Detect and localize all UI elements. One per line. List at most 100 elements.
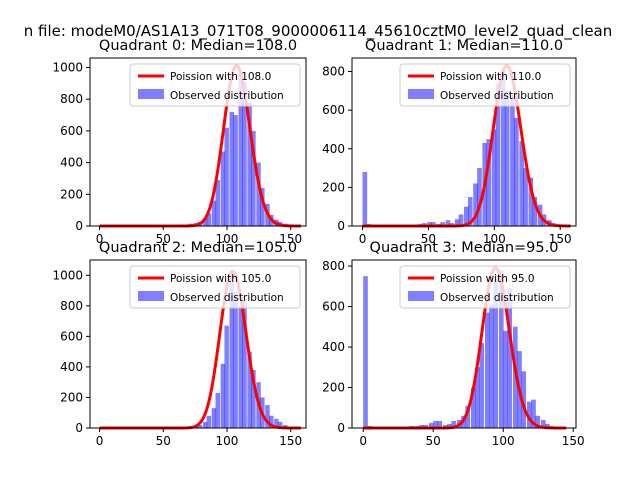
histogram-bar [202, 218, 208, 226]
histogram-bar [477, 168, 482, 226]
histogram-bar [256, 162, 261, 226]
legend-label: Observed distribution [440, 90, 554, 102]
y-tick-label: 400 [322, 340, 345, 354]
subplot-title: Quadrant 2: Median=105.0 [99, 240, 297, 256]
histogram-bar [269, 415, 274, 428]
y-tick-label: 600 [60, 329, 83, 343]
histogram-bar [523, 168, 528, 226]
y-tick-label: 600 [322, 300, 345, 314]
histogram-bar [437, 420, 443, 428]
histogram-bar [445, 220, 451, 226]
x-tick-label: 0 [359, 434, 367, 448]
histogram-bar [362, 171, 368, 226]
histogram-bar [233, 115, 238, 226]
histogram-bar [427, 222, 432, 226]
histogram-bar [528, 177, 534, 226]
x-tick-label: 50 [421, 232, 436, 246]
histogram-bar [486, 139, 492, 226]
x-tick-label: 0 [96, 434, 104, 448]
histogram-bar [519, 141, 524, 226]
y-tick-label: 200 [60, 390, 83, 404]
histogram-bar [220, 363, 226, 428]
histogram-bar [211, 200, 217, 226]
histogram-bar [504, 90, 510, 227]
histogram-bar [499, 270, 504, 428]
histogram-bar [451, 420, 457, 428]
y-tick-label: 400 [60, 156, 83, 170]
histogram-bar [224, 127, 229, 226]
histogram-bar [458, 214, 464, 226]
histogram-bar [238, 73, 243, 226]
subplot-grid: Quadrant 0: Median=108.0 0 50 100 150 0 200 400… [52, 38, 584, 448]
y-tick-label: 600 [322, 103, 345, 117]
y-tick-label: 1000 [52, 61, 83, 75]
axes-frame [351, 57, 577, 227]
histogram-bars [170, 73, 292, 226]
histogram-bar [467, 197, 473, 226]
legend-bar-swatch [138, 89, 164, 99]
legend-label: Observed distribution [170, 292, 284, 304]
histogram-bar [419, 424, 424, 428]
y-tick-label: 0 [337, 219, 345, 233]
histogram-bar [489, 304, 494, 428]
histogram-bar [527, 401, 532, 428]
x-tick-label: 150 [279, 434, 302, 448]
histogram-bar [242, 81, 247, 226]
legend-bar-swatch [408, 291, 434, 301]
legend: Poission with 95.0 Observed distribution [399, 265, 571, 309]
subplot-title: Quadrant 3: Median=95.0 [370, 240, 559, 256]
x-tick-label: 150 [279, 232, 302, 246]
x-tick-label: 0 [96, 232, 104, 246]
histogram-bar [431, 222, 436, 226]
histogram-bar [429, 422, 434, 428]
histogram-bar [423, 424, 429, 428]
legend-label: Observed distribution [440, 292, 554, 304]
y-tick-label: 600 [60, 124, 83, 138]
subplot-quadrant-3: Quadrant 3: Median=95.0 0 50 100 150 0 200 400 6… [322, 240, 585, 448]
histogram-bar [206, 415, 212, 428]
y-tick-label: 1000 [52, 268, 83, 282]
histogram-bar [479, 342, 485, 428]
subplot-quadrant-1: Quadrant 1: Median=110.0 0 50 100 150 0 200 400… [322, 38, 577, 246]
histogram-bar [493, 278, 499, 428]
y-tick-label: 400 [322, 142, 345, 156]
histogram-bar [265, 405, 270, 428]
x-tick-label: 50 [156, 434, 171, 448]
histogram-bar [233, 292, 238, 428]
legend-box [129, 265, 301, 309]
legend: Poission with 105.0 Observed distribution [129, 265, 301, 309]
legend-box [129, 63, 301, 107]
histogram-bar [260, 187, 265, 226]
legend-label: Poission with 105.0 [170, 273, 271, 285]
histogram-bar [211, 408, 217, 428]
histogram-bar [242, 299, 247, 428]
x-tick-label: 100 [483, 232, 506, 246]
histogram-bar [433, 420, 438, 428]
y-tick-label: 800 [60, 299, 83, 313]
x-tick-label: 50 [426, 434, 441, 448]
axes-frame [89, 57, 307, 227]
legend-bar-swatch [138, 291, 164, 301]
legend-bar-swatch [408, 89, 434, 99]
histogram-bar [274, 418, 279, 428]
histogram-bar [229, 275, 234, 428]
histogram-bar [535, 415, 541, 428]
histogram-bar [251, 130, 256, 226]
histogram-bar [220, 151, 226, 226]
histogram-bar [440, 222, 445, 226]
x-tick-label: 100 [216, 232, 239, 246]
histogram-bar [514, 117, 519, 226]
y-tick-label: 0 [75, 219, 83, 233]
histogram-bar [545, 423, 550, 428]
histogram-bar [215, 180, 220, 226]
histogram-bar [531, 399, 536, 428]
histogram-bar [229, 111, 234, 226]
y-tick-label: 800 [322, 65, 345, 79]
y-tick-label: 200 [322, 180, 345, 194]
figure-suptitle: n file: modeM0/AS1A13_071T08_9000006114_… [24, 22, 613, 41]
legend-box [399, 63, 571, 107]
histogram-bar [475, 367, 480, 428]
histogram-bar [473, 183, 478, 226]
x-tick-label: 150 [562, 434, 585, 448]
